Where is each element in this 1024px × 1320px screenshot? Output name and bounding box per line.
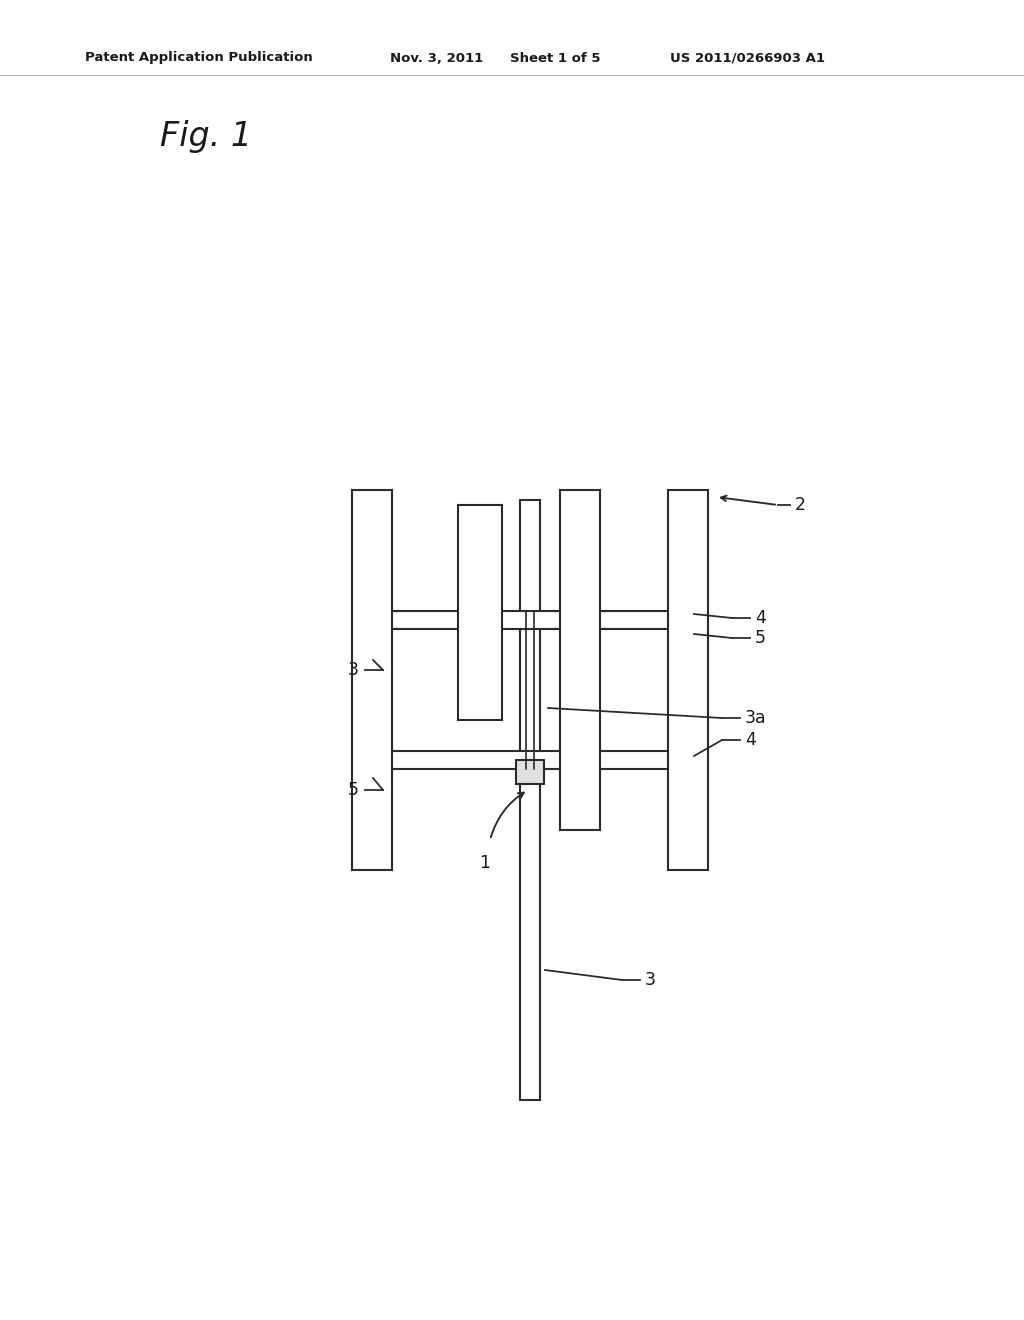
Bar <box>375 751 685 770</box>
Text: Patent Application Publication: Patent Application Publication <box>85 51 312 65</box>
Text: 4: 4 <box>745 731 756 748</box>
Text: US 2011/0266903 A1: US 2011/0266903 A1 <box>670 51 825 65</box>
Text: Fig. 1: Fig. 1 <box>160 120 252 153</box>
Bar <box>375 611 685 630</box>
Text: 3a: 3a <box>745 709 767 727</box>
Bar <box>668 490 708 870</box>
Bar <box>560 490 600 830</box>
Bar <box>352 490 392 870</box>
Text: Nov. 3, 2011: Nov. 3, 2011 <box>390 51 483 65</box>
Text: 2: 2 <box>795 496 806 513</box>
Bar <box>516 760 544 784</box>
Text: 3: 3 <box>348 661 359 678</box>
Text: 5: 5 <box>755 630 766 647</box>
Text: 5: 5 <box>348 781 359 799</box>
Text: 4: 4 <box>755 609 766 627</box>
Text: Sheet 1 of 5: Sheet 1 of 5 <box>510 51 600 65</box>
Text: 3: 3 <box>645 972 656 989</box>
Text: 1: 1 <box>479 854 490 873</box>
Bar <box>520 500 540 1100</box>
Bar <box>458 506 502 719</box>
